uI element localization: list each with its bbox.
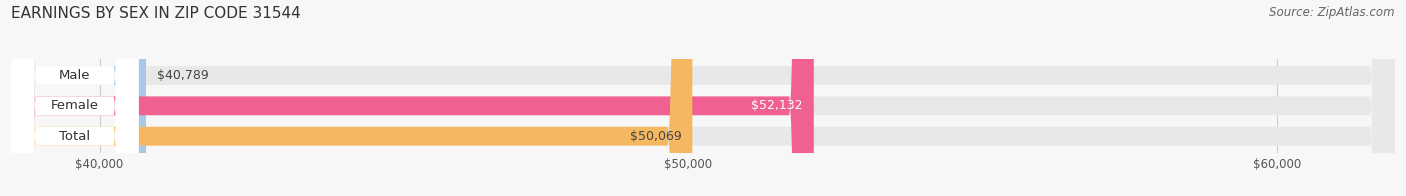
FancyBboxPatch shape	[11, 0, 146, 196]
Text: Female: Female	[51, 99, 98, 112]
FancyBboxPatch shape	[11, 0, 1395, 196]
Text: $40,789: $40,789	[157, 69, 209, 82]
Text: EARNINGS BY SEX IN ZIP CODE 31544: EARNINGS BY SEX IN ZIP CODE 31544	[11, 6, 301, 21]
FancyBboxPatch shape	[11, 0, 1395, 196]
Text: $50,069: $50,069	[630, 130, 682, 143]
FancyBboxPatch shape	[11, 0, 1395, 196]
FancyBboxPatch shape	[11, 0, 139, 196]
Text: Source: ZipAtlas.com: Source: ZipAtlas.com	[1270, 6, 1395, 19]
FancyBboxPatch shape	[11, 0, 814, 196]
FancyBboxPatch shape	[11, 0, 692, 196]
Text: $52,132: $52,132	[751, 99, 803, 112]
Text: Male: Male	[59, 69, 90, 82]
FancyBboxPatch shape	[11, 0, 139, 196]
FancyBboxPatch shape	[11, 0, 139, 196]
Text: Total: Total	[59, 130, 90, 143]
